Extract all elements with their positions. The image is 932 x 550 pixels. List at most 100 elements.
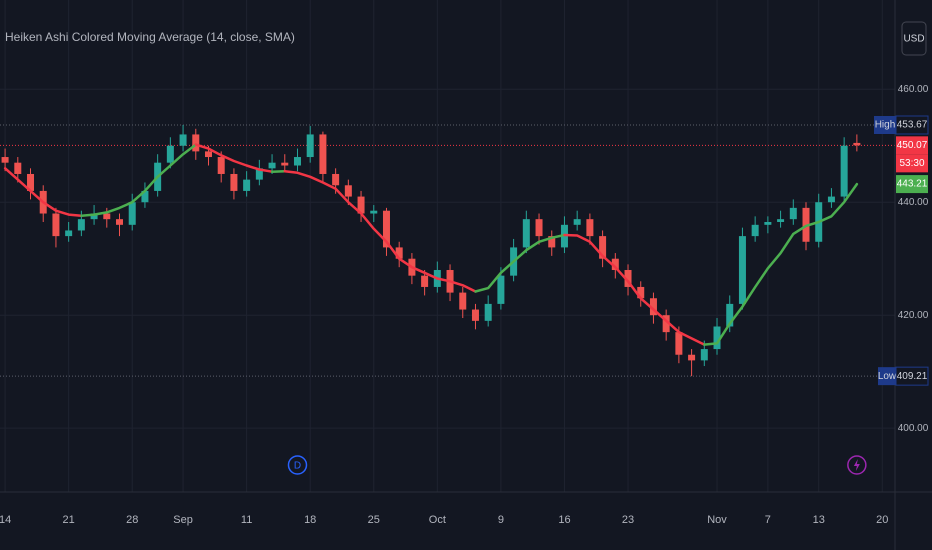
candle-body <box>497 275 505 304</box>
x-tick-label: 7 <box>765 514 771 526</box>
candle-body <box>726 303 734 327</box>
candle-body <box>573 219 581 225</box>
candle-body <box>357 196 365 214</box>
low-value: 409.21 <box>897 371 928 382</box>
high-box <box>896 116 928 135</box>
x-tick-label: 11 <box>241 514 252 526</box>
candle-body <box>103 213 111 220</box>
candle-body <box>306 134 314 158</box>
y-tick-label: 460.00 <box>898 84 929 95</box>
candle-body <box>535 219 543 237</box>
high-tag-box <box>874 116 896 135</box>
candle-body <box>344 185 352 197</box>
candle-body <box>382 210 390 248</box>
candle-body <box>421 275 429 287</box>
x-tick-label: Nov <box>707 514 727 526</box>
candle-body <box>700 349 708 361</box>
candle-body <box>90 213 98 220</box>
candle-body <box>332 173 340 186</box>
last-price-box <box>896 136 928 155</box>
x-tick-label: 9 <box>498 514 504 526</box>
currency-button[interactable] <box>901 21 927 56</box>
candle-body <box>675 332 683 355</box>
candle-body <box>281 162 289 166</box>
candle-body <box>599 236 607 259</box>
candle-body <box>116 219 124 225</box>
moving-average-line <box>194 143 274 173</box>
y-tick-label: 420.00 <box>898 310 929 321</box>
candle-body <box>713 326 721 350</box>
moving-average-line <box>703 182 859 346</box>
candle-body <box>268 162 276 169</box>
candle-body <box>853 142 861 146</box>
candle-body <box>649 298 657 316</box>
candle-body <box>217 157 225 174</box>
event-icon <box>853 459 860 471</box>
candle-body <box>14 162 22 174</box>
plot-area: D <box>0 124 895 475</box>
moving-average-line <box>563 233 706 346</box>
candle-body <box>293 157 301 166</box>
moving-average-line <box>270 169 287 173</box>
x-tick-label: 21 <box>63 514 75 526</box>
candle-body <box>370 210 378 214</box>
candle-body <box>166 145 174 163</box>
candle-body <box>522 219 530 248</box>
low-tag-box <box>878 367 896 386</box>
candle-body <box>637 286 645 299</box>
x-tick-label: Sep <box>173 514 193 526</box>
event-label: D <box>294 461 301 472</box>
candle-body <box>141 190 149 203</box>
candle-body <box>65 230 73 237</box>
x-tick-label: 28 <box>126 514 138 526</box>
candle-body <box>624 270 632 287</box>
moving-average-box <box>896 175 928 194</box>
low-value-frame <box>895 366 929 386</box>
candle-body <box>764 221 772 225</box>
candle-body <box>586 219 594 237</box>
candle-body <box>1 157 9 163</box>
last-price-value: 450.07 <box>897 140 928 151</box>
candle-body <box>548 236 556 248</box>
candle-body <box>789 207 797 220</box>
candle-body <box>738 236 746 304</box>
candle-body <box>243 179 251 191</box>
x-tick-label: 25 <box>368 514 380 526</box>
x-tick-label: 23 <box>622 514 634 526</box>
candle-body <box>777 219 785 222</box>
candle-body <box>471 309 479 321</box>
countdown: 53:30 <box>899 158 924 169</box>
candle-body <box>27 173 35 191</box>
moving-average-value: 443.21 <box>897 179 928 190</box>
moving-average-line <box>474 233 566 293</box>
high-value-frame <box>895 115 929 135</box>
currency-label[interactable]: USD <box>903 34 924 45</box>
candle-body <box>255 168 263 180</box>
x-tick-label: 20 <box>876 514 888 526</box>
x-tick-label: 18 <box>304 514 316 526</box>
candle-body <box>128 202 136 225</box>
x-tick-label: Oct <box>429 514 446 526</box>
candle-body <box>395 247 403 259</box>
high-value: 453.67 <box>897 120 928 131</box>
countdown-box <box>896 154 928 173</box>
y-tick-label: 400.00 <box>898 423 929 434</box>
candle-body <box>459 292 467 310</box>
candle-body <box>611 258 619 271</box>
low-box <box>896 367 928 386</box>
x-tick-label: 14 <box>0 514 11 526</box>
y-tick-label: 440.00 <box>898 197 929 208</box>
candle-body <box>827 196 835 203</box>
candle-body <box>192 134 200 152</box>
candle-body <box>204 151 212 158</box>
event-marker[interactable] <box>287 455 308 475</box>
x-tick-label: 16 <box>558 514 570 526</box>
candle-body <box>840 145 848 197</box>
x-tick-label: 13 <box>813 514 825 526</box>
indicator-legend: Heiken Ashi Colored Moving Average (14, … <box>5 30 295 44</box>
moving-average-line <box>3 167 83 218</box>
moving-average-line <box>80 143 198 218</box>
